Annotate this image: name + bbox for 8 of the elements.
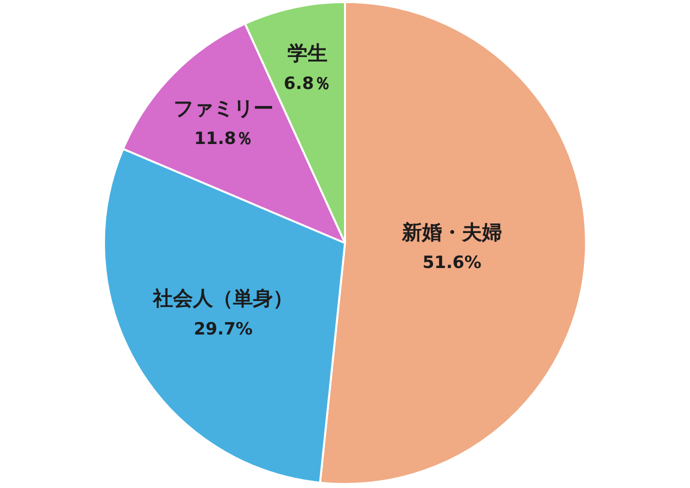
slice-label: 新婚・夫婦 [400, 220, 502, 244]
data-label: 6.8％ [284, 74, 331, 94]
data-label: 51.6% [422, 252, 482, 273]
data-label: 29.7% [194, 319, 253, 340]
data-label: 11.8％ [194, 129, 254, 150]
slice-label: 社会人（単身） [152, 286, 294, 310]
slice-label: ファミリー [174, 96, 274, 120]
slice-label: 学生 [287, 40, 328, 65]
